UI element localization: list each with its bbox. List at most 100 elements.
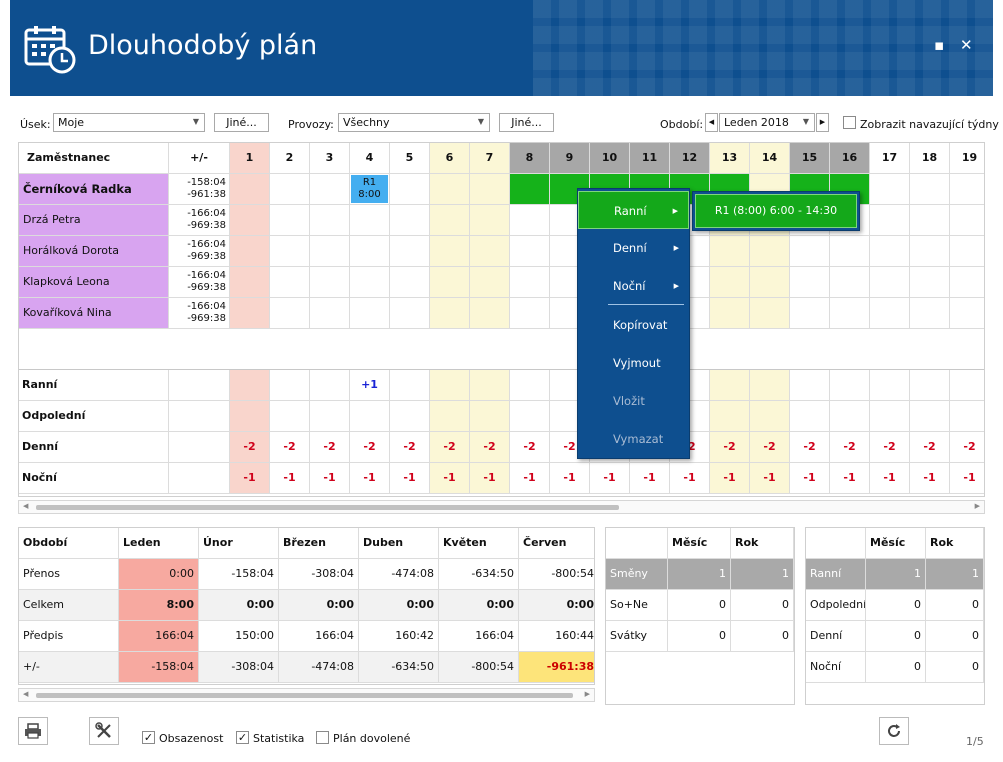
day-cell[interactable] [270, 236, 310, 267]
day-cell[interactable] [390, 267, 430, 298]
day-cell[interactable] [830, 267, 870, 298]
day-cell[interactable] [350, 236, 390, 267]
day-header[interactable]: 7 [470, 143, 510, 174]
restore-button[interactable]: ▪ [934, 36, 945, 54]
day-cell[interactable] [390, 174, 430, 205]
usek-other-button[interactable]: Jiné... [214, 113, 269, 132]
scroll-thumb[interactable] [36, 505, 619, 510]
day-cell[interactable] [910, 298, 950, 329]
day-cell[interactable] [310, 267, 350, 298]
scroll-left-icon[interactable]: ◀ [23, 502, 29, 510]
day-cell[interactable] [430, 205, 470, 236]
day-cell[interactable] [510, 236, 550, 267]
day-cell[interactable] [310, 298, 350, 329]
ctx-item-nocni[interactable]: Noční ▶ [578, 267, 689, 305]
ctx-item-vlozit[interactable]: Vložit [578, 382, 689, 420]
plan-dovolene-checkbox[interactable] [316, 731, 329, 744]
obsazenost-checkbox[interactable]: ✓ [142, 731, 155, 744]
day-header[interactable]: 14 [750, 143, 790, 174]
day-cell[interactable] [390, 205, 430, 236]
day-cell[interactable] [230, 298, 270, 329]
day-cell[interactable] [510, 298, 550, 329]
grid-scrollbar[interactable]: ◀ ▶ [18, 500, 985, 514]
day-cell[interactable] [710, 236, 750, 267]
provozy-other-button[interactable]: Jiné... [499, 113, 554, 132]
usek-select[interactable]: Moje ▼ [53, 113, 205, 132]
day-cell[interactable] [910, 174, 950, 205]
day-cell[interactable] [910, 267, 950, 298]
employee-name[interactable]: Drzá Petra [19, 205, 169, 236]
day-cell[interactable] [710, 298, 750, 329]
statistika-checkbox[interactable]: ✓ [236, 731, 249, 744]
day-cell[interactable] [270, 174, 310, 205]
day-cell[interactable] [230, 267, 270, 298]
prev-period-button[interactable]: ◀ [705, 113, 718, 132]
day-cell[interactable] [350, 298, 390, 329]
print-button[interactable] [18, 717, 48, 745]
day-header[interactable]: 6 [430, 143, 470, 174]
day-cell[interactable] [230, 236, 270, 267]
day-cell[interactable] [950, 298, 984, 329]
day-header[interactable]: 11 [630, 143, 670, 174]
day-header[interactable]: 2 [270, 143, 310, 174]
day-header[interactable]: 4 [350, 143, 390, 174]
day-cell[interactable] [910, 236, 950, 267]
day-cell[interactable] [870, 298, 910, 329]
show-weeks-checkbox[interactable] [843, 116, 856, 129]
ctx-item-denni[interactable]: Denní ▶ [578, 229, 689, 267]
day-cell[interactable] [270, 267, 310, 298]
day-header[interactable]: 12 [670, 143, 710, 174]
ctx-item-kopirovat[interactable]: Kopírovat [578, 306, 689, 344]
period-select[interactable]: Leden 2018 ▼ [719, 113, 815, 132]
day-header[interactable]: 10 [590, 143, 630, 174]
day-cell[interactable] [470, 267, 510, 298]
day-cell[interactable] [750, 267, 790, 298]
day-cell[interactable] [870, 174, 910, 205]
day-cell[interactable] [310, 205, 350, 236]
day-header[interactable]: 13 [710, 143, 750, 174]
day-cell[interactable] [390, 236, 430, 267]
day-header[interactable]: 3 [310, 143, 350, 174]
day-cell[interactable] [750, 236, 790, 267]
day-cell[interactable] [310, 236, 350, 267]
day-header[interactable]: 17 [870, 143, 910, 174]
day-header[interactable]: 16 [830, 143, 870, 174]
day-cell[interactable] [910, 205, 950, 236]
ctx-item-ranni[interactable]: Ranní ▶ [578, 191, 689, 229]
scroll-thumb[interactable] [36, 693, 573, 698]
day-cell[interactable] [470, 205, 510, 236]
close-button[interactable]: ✕ [960, 36, 973, 54]
day-cell[interactable] [870, 236, 910, 267]
day-cell[interactable] [950, 205, 984, 236]
day-cell[interactable] [470, 298, 510, 329]
shift-block[interactable]: R1 8:00 [351, 175, 388, 203]
ctx-item-vymazat[interactable]: Vymazat [578, 420, 689, 458]
day-cell[interactable] [230, 174, 270, 205]
day-cell[interactable] [310, 174, 350, 205]
day-header[interactable]: 19 [950, 143, 984, 174]
day-cell[interactable] [390, 298, 430, 329]
day-cell[interactable] [430, 174, 470, 205]
day-cell[interactable] [950, 174, 984, 205]
day-cell[interactable] [750, 298, 790, 329]
day-header[interactable]: 15 [790, 143, 830, 174]
scroll-right-icon[interactable]: ▶ [974, 502, 980, 510]
next-period-button[interactable]: ▶ [816, 113, 829, 132]
day-header[interactable]: 18 [910, 143, 950, 174]
day-cell[interactable]: R1 8:00 [350, 174, 390, 205]
day-cell[interactable] [350, 267, 390, 298]
scroll-right-icon[interactable]: ▶ [584, 690, 590, 698]
day-cell[interactable] [870, 205, 910, 236]
day-cell[interactable] [710, 267, 750, 298]
period-scrollbar[interactable]: ◀ ▶ [18, 688, 595, 702]
day-cell[interactable] [950, 236, 984, 267]
day-cell[interactable] [430, 298, 470, 329]
day-cell[interactable] [350, 205, 390, 236]
day-cell[interactable] [470, 236, 510, 267]
day-cell[interactable] [790, 236, 830, 267]
provozy-select[interactable]: Všechny ▼ [338, 113, 490, 132]
scroll-left-icon[interactable]: ◀ [23, 690, 29, 698]
employee-name[interactable]: Černíková Radka [19, 174, 169, 205]
day-header[interactable]: 8 [510, 143, 550, 174]
day-cell[interactable] [830, 236, 870, 267]
